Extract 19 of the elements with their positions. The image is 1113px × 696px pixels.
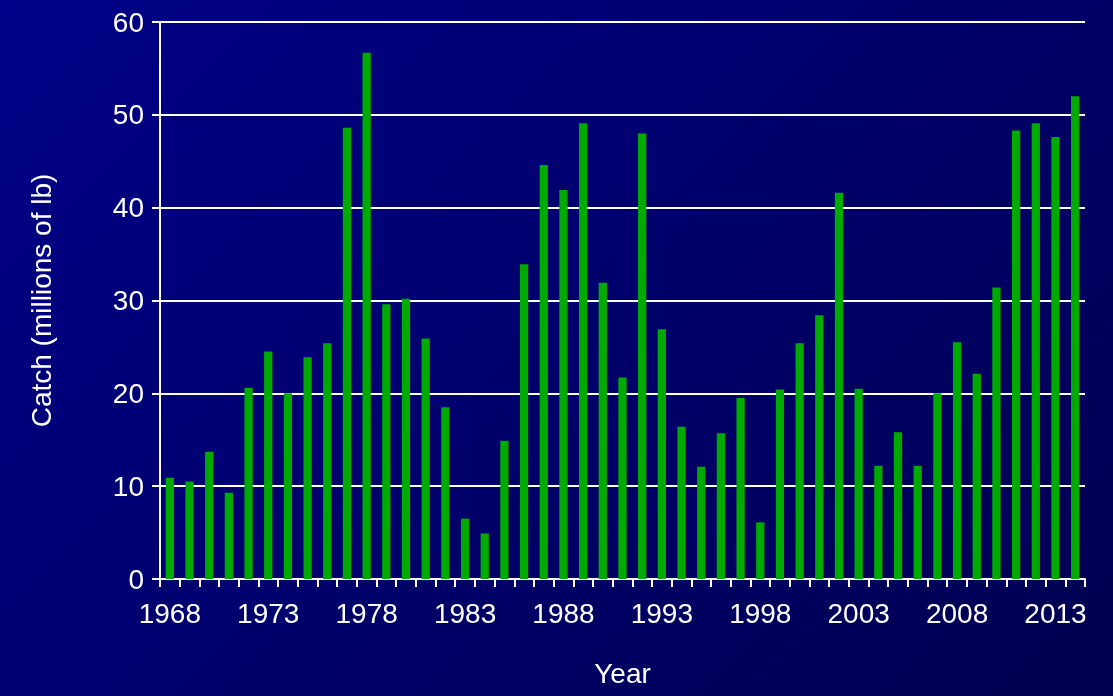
x-tick-label: 1978 (335, 597, 398, 629)
x-tick-label: 2013 (1024, 597, 1087, 629)
x-tick-label: 1988 (532, 597, 595, 629)
x-tick-label: 1983 (433, 597, 497, 629)
y-axis-title: Catch (millions of lb) (25, 173, 57, 428)
y-tick-label: 10 (112, 470, 144, 502)
y-tick-label: 20 (112, 377, 144, 409)
x-tick-label: 1973 (237, 597, 300, 629)
y-tick-label: 40 (112, 192, 144, 224)
y-tick-label: 60 (112, 6, 144, 38)
x-tick-label: 2008 (925, 597, 989, 629)
x-tick-label: 1998 (729, 597, 792, 629)
y-tick-label: 30 (112, 285, 144, 316)
x-tick-label: 2003 (827, 597, 890, 629)
y-tick-label: 50 (112, 99, 144, 131)
x-tick-label: 1968 (138, 597, 201, 629)
x-tick-label: 1993 (630, 597, 694, 629)
x-axis-title: Year (594, 657, 651, 689)
y-tick-label: 0 (128, 563, 144, 595)
